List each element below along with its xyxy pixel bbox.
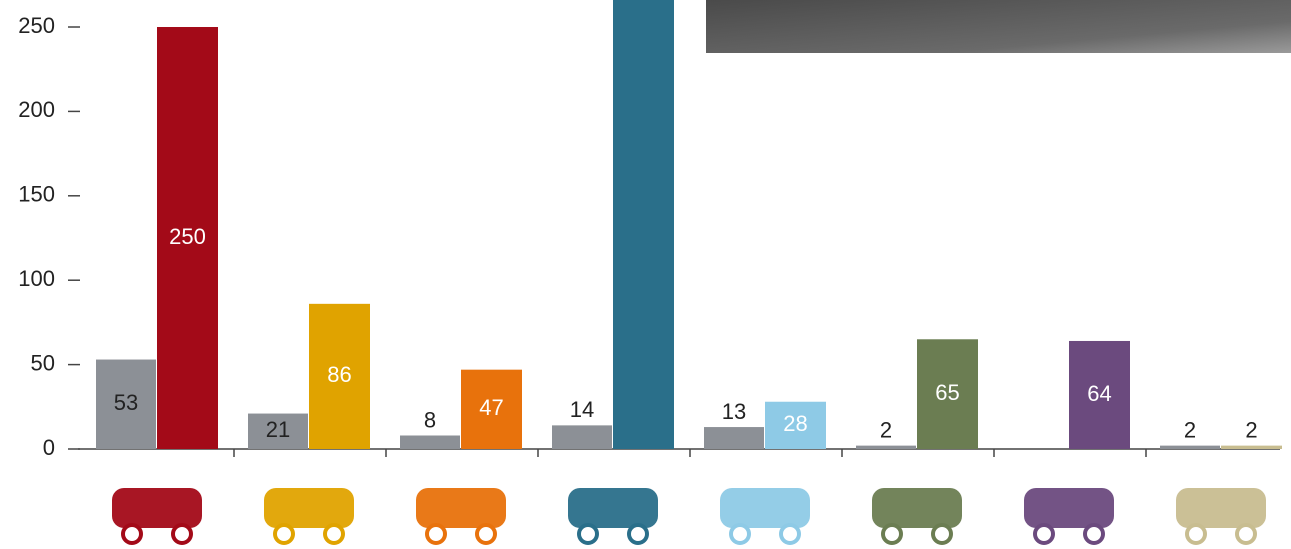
- icon-body: [1176, 488, 1266, 528]
- icon-wheel: [731, 525, 749, 543]
- data-label: 8: [424, 407, 436, 432]
- icon-body: [112, 488, 202, 528]
- y-tick-label: 0: [43, 435, 55, 460]
- icon-body: [416, 488, 506, 528]
- chart: 0 50 100 150 200 250 53 21 8 14 13 2 2 250 86 47 28 65 64 2: [0, 0, 1291, 549]
- bar: [856, 446, 916, 449]
- icon-wheel: [173, 525, 191, 543]
- y-tick-label: 250: [18, 13, 55, 38]
- bar: [704, 427, 764, 449]
- data-label: 14: [570, 397, 594, 422]
- photo-inset: [706, 0, 1291, 53]
- bar: [400, 435, 460, 449]
- icon-wheel: [1187, 525, 1205, 543]
- data-label: 250: [169, 224, 206, 249]
- category-icon: [568, 488, 658, 543]
- y-tick-label: 50: [31, 350, 55, 375]
- y-tick-label: 100: [18, 266, 55, 291]
- icon-wheel: [427, 525, 445, 543]
- data-label: 2: [1245, 417, 1257, 442]
- category-icon: [112, 488, 202, 543]
- data-label: 2: [1184, 417, 1196, 442]
- bar: [613, 0, 674, 449]
- data-label: 2: [880, 417, 892, 442]
- category-icon: [416, 488, 506, 543]
- icon-body: [1024, 488, 1114, 528]
- icon-wheel: [123, 525, 141, 543]
- icon-wheel: [1035, 525, 1053, 543]
- bar: [552, 425, 612, 449]
- data-label: 53: [114, 390, 138, 415]
- data-label: 86: [327, 362, 351, 387]
- bar: [1160, 446, 1220, 449]
- icon-wheel: [275, 525, 293, 543]
- category-icon: [1024, 488, 1114, 543]
- data-label: 13: [722, 399, 746, 424]
- plot: 0 50 100 150 200 250 53 21 8 14 13 2 2 250 86 47 28 65 64 2: [18, 0, 1282, 543]
- icon-wheel: [1085, 525, 1103, 543]
- data-label: 47: [479, 395, 503, 420]
- icon-body: [264, 488, 354, 528]
- category-icon: [1176, 488, 1266, 543]
- icon-wheel: [579, 525, 597, 543]
- icon-wheel: [325, 525, 343, 543]
- icon-wheel: [629, 525, 647, 543]
- category-icon: [720, 488, 810, 543]
- y-tick-label: 200: [18, 97, 55, 122]
- category-icon: [872, 488, 962, 543]
- data-label: 65: [935, 380, 959, 405]
- icon-body: [872, 488, 962, 528]
- icon-wheel: [781, 525, 799, 543]
- y-tick-label: 150: [18, 182, 55, 207]
- bar: [1221, 446, 1282, 449]
- data-label: 21: [266, 417, 290, 442]
- icon-wheel: [933, 525, 951, 543]
- data-label: 28: [783, 411, 807, 436]
- icon-body: [568, 488, 658, 528]
- icon-body: [720, 488, 810, 528]
- data-label: 64: [1087, 381, 1111, 406]
- icon-wheel: [477, 525, 495, 543]
- category-icon: [264, 488, 354, 543]
- icon-wheel: [1237, 525, 1255, 543]
- icon-wheel: [883, 525, 901, 543]
